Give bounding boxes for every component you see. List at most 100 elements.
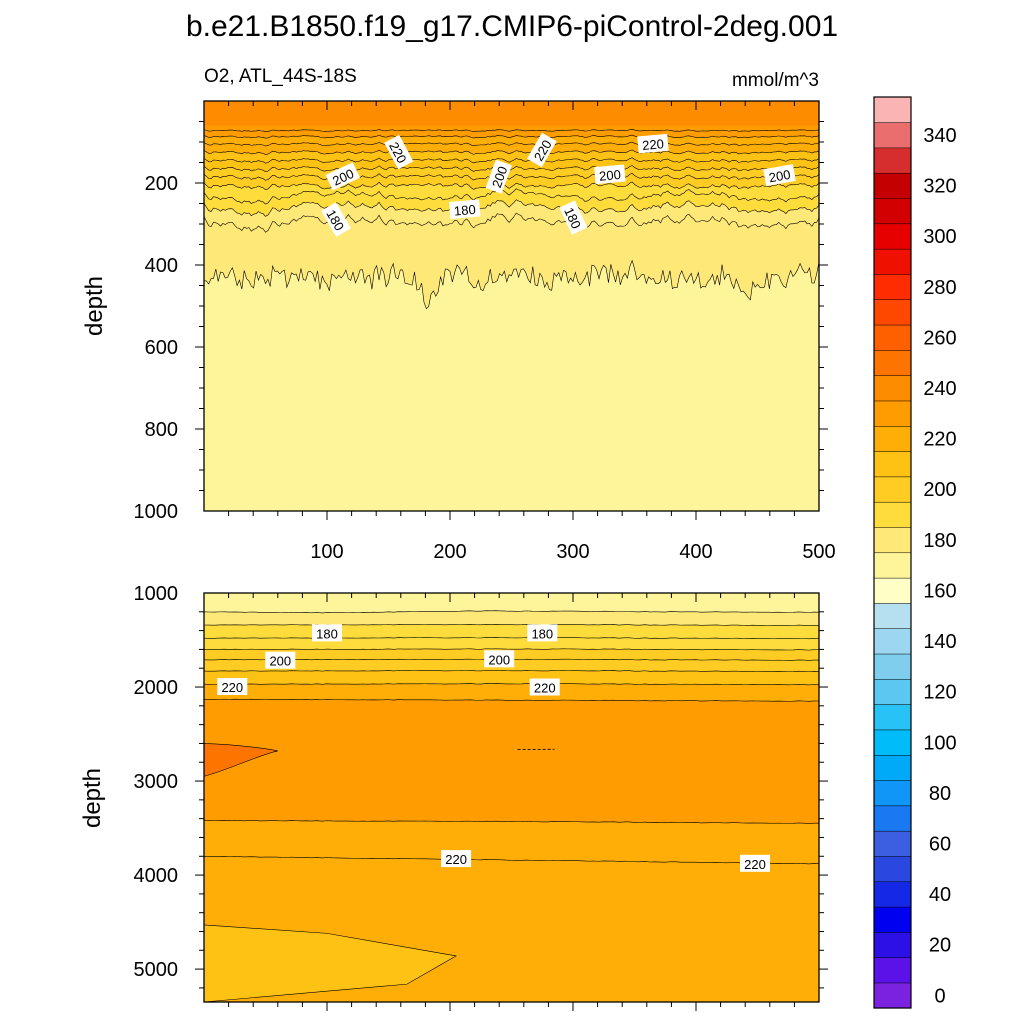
upper-contour-label-text: 200 bbox=[489, 164, 511, 190]
upper-y-tick-label: 400 bbox=[145, 255, 178, 277]
figure-title: b.e21.B1850.f19_g17.CMIP6-piControl-2deg… bbox=[186, 10, 838, 43]
upper-contour-line-210 bbox=[204, 157, 819, 164]
colorbar-box bbox=[873, 982, 912, 1009]
lower-y-tick-label: 3000 bbox=[134, 771, 179, 793]
upper-contour-line-220 bbox=[204, 141, 819, 147]
lower-contour-label-text: 220 bbox=[221, 680, 243, 695]
colorbar-box bbox=[873, 577, 912, 604]
upper-contour-label-bg bbox=[384, 134, 414, 170]
upper-contour-label-bg bbox=[449, 199, 481, 219]
colorbar-box bbox=[873, 476, 912, 503]
colorbar-tick-label: 120 bbox=[923, 682, 956, 704]
colorbar-box bbox=[873, 906, 912, 933]
lower-contour-label-bg bbox=[217, 678, 248, 695]
lower-contour-label-text: 200 bbox=[488, 652, 510, 667]
colorbar-box bbox=[873, 805, 912, 832]
upper-y-tick-label: 600 bbox=[145, 337, 178, 359]
upper-contour-label-5: 200 bbox=[594, 164, 626, 185]
colorbar-box bbox=[873, 729, 912, 756]
colorbar-box bbox=[873, 855, 912, 883]
colorbar-tick-label: 140 bbox=[923, 631, 956, 653]
upper-contour-line-175 bbox=[204, 259, 819, 310]
colorbar-tick-label: 240 bbox=[923, 378, 956, 400]
lower-contour-label-bg bbox=[312, 624, 342, 642]
upper-fill-top-band bbox=[204, 101, 819, 126]
colorbar-box bbox=[873, 653, 912, 680]
upper-x-tick-label: 500 bbox=[802, 541, 835, 563]
colorbar: 0 20 40 60 80 100 120 140 160 180 200 220 240 260 280 3… bbox=[873, 96, 957, 1009]
lower-y-tick-label: 4000 bbox=[134, 865, 179, 887]
upper-contour-line-225 bbox=[204, 134, 819, 139]
upper-contour-label-bg bbox=[594, 164, 626, 185]
colorbar-tick-label: 100 bbox=[923, 732, 956, 754]
colorbar-tick-label: 340 bbox=[923, 125, 956, 147]
colorbar-box bbox=[873, 526, 912, 554]
colorbar-tick-label: 80 bbox=[929, 783, 951, 805]
lower-contour-lines bbox=[204, 610, 819, 865]
upper-y-tick-label: 800 bbox=[145, 419, 178, 441]
lower-contour-label-bg bbox=[529, 678, 560, 696]
lower-contour-label-text: 180 bbox=[531, 626, 553, 641]
colorbar-box bbox=[873, 400, 912, 427]
colorbar-tick-label: 280 bbox=[923, 277, 956, 299]
lower-contour-line-175 bbox=[204, 610, 819, 614]
colorbar-box bbox=[873, 96, 912, 123]
lower-y-tick-label: 2000 bbox=[134, 677, 179, 699]
lower-contour-label-3: 200 bbox=[484, 650, 515, 668]
colorbar-tick-label: 180 bbox=[923, 530, 956, 552]
lower-y-tick-label: 5000 bbox=[134, 959, 179, 981]
colorbar-box bbox=[873, 248, 912, 275]
colorbar-box bbox=[873, 147, 912, 174]
lower-y-axis-label: depth bbox=[79, 768, 106, 828]
upper-contour-line-215 bbox=[204, 149, 819, 155]
colorbar-box bbox=[873, 223, 912, 250]
lower-contour-label-5: 220 bbox=[529, 678, 560, 696]
colorbar-tick-label: 200 bbox=[923, 479, 956, 501]
lower-plot-frame bbox=[203, 592, 820, 1003]
colorbar-box bbox=[873, 830, 912, 857]
upper-contour-label-bg bbox=[485, 159, 512, 194]
lower-contour-line-190 bbox=[204, 648, 819, 651]
colorbar-box bbox=[873, 273, 912, 301]
colorbar-box bbox=[873, 172, 912, 199]
lower-contour-label-4: 220 bbox=[217, 678, 248, 695]
lower-contour-label-bg bbox=[484, 650, 515, 668]
upper-x-tick-label: 400 bbox=[679, 541, 712, 563]
upper-contour-line-200 bbox=[204, 173, 819, 181]
lower-contour-label-text: 220 bbox=[744, 857, 766, 872]
colorbar-box bbox=[873, 552, 912, 579]
colorbar-box bbox=[873, 451, 912, 478]
upper-contour-label-text: 200 bbox=[768, 167, 792, 186]
colorbar-box bbox=[873, 501, 912, 528]
units-subtitle: mmol/m^3 bbox=[732, 70, 819, 91]
upper-contour-line-190 bbox=[204, 188, 819, 205]
upper-contour-label-bg bbox=[527, 132, 557, 168]
upper-contour-label-bg bbox=[637, 133, 669, 154]
lower-contour-label-text: 220 bbox=[445, 852, 467, 867]
colorbar-box bbox=[873, 628, 912, 655]
lower-low-oxygen-wedge bbox=[204, 924, 458, 1002]
colorbar-tick-label: 220 bbox=[923, 429, 956, 451]
upper-contour-label-2: 220 bbox=[637, 133, 669, 154]
lower-contour-line-210 bbox=[204, 698, 819, 702]
lower-contour-label-text: 220 bbox=[534, 681, 556, 696]
upper-contour-label-bg bbox=[559, 200, 588, 235]
colorbar-tick-label: 320 bbox=[923, 176, 956, 198]
lower-contour-fills bbox=[204, 593, 819, 1002]
upper-contour-label-text: 220 bbox=[642, 136, 665, 153]
colorbar-box bbox=[873, 299, 912, 326]
lower-contour-label-bg bbox=[740, 854, 770, 872]
upper-contour-label-text: 200 bbox=[598, 167, 621, 184]
upper-y-tick-label: 200 bbox=[145, 173, 178, 195]
lower-y-tick-label: 1000 bbox=[134, 583, 179, 605]
upper-contour-line-230 bbox=[204, 129, 819, 132]
colorbar-box bbox=[873, 349, 912, 376]
colorbar-box bbox=[873, 704, 912, 731]
upper-contour-line-205 bbox=[204, 165, 819, 173]
lower-contour-label-2: 200 bbox=[265, 651, 296, 669]
upper-contour-label-6: 200 bbox=[763, 164, 796, 187]
